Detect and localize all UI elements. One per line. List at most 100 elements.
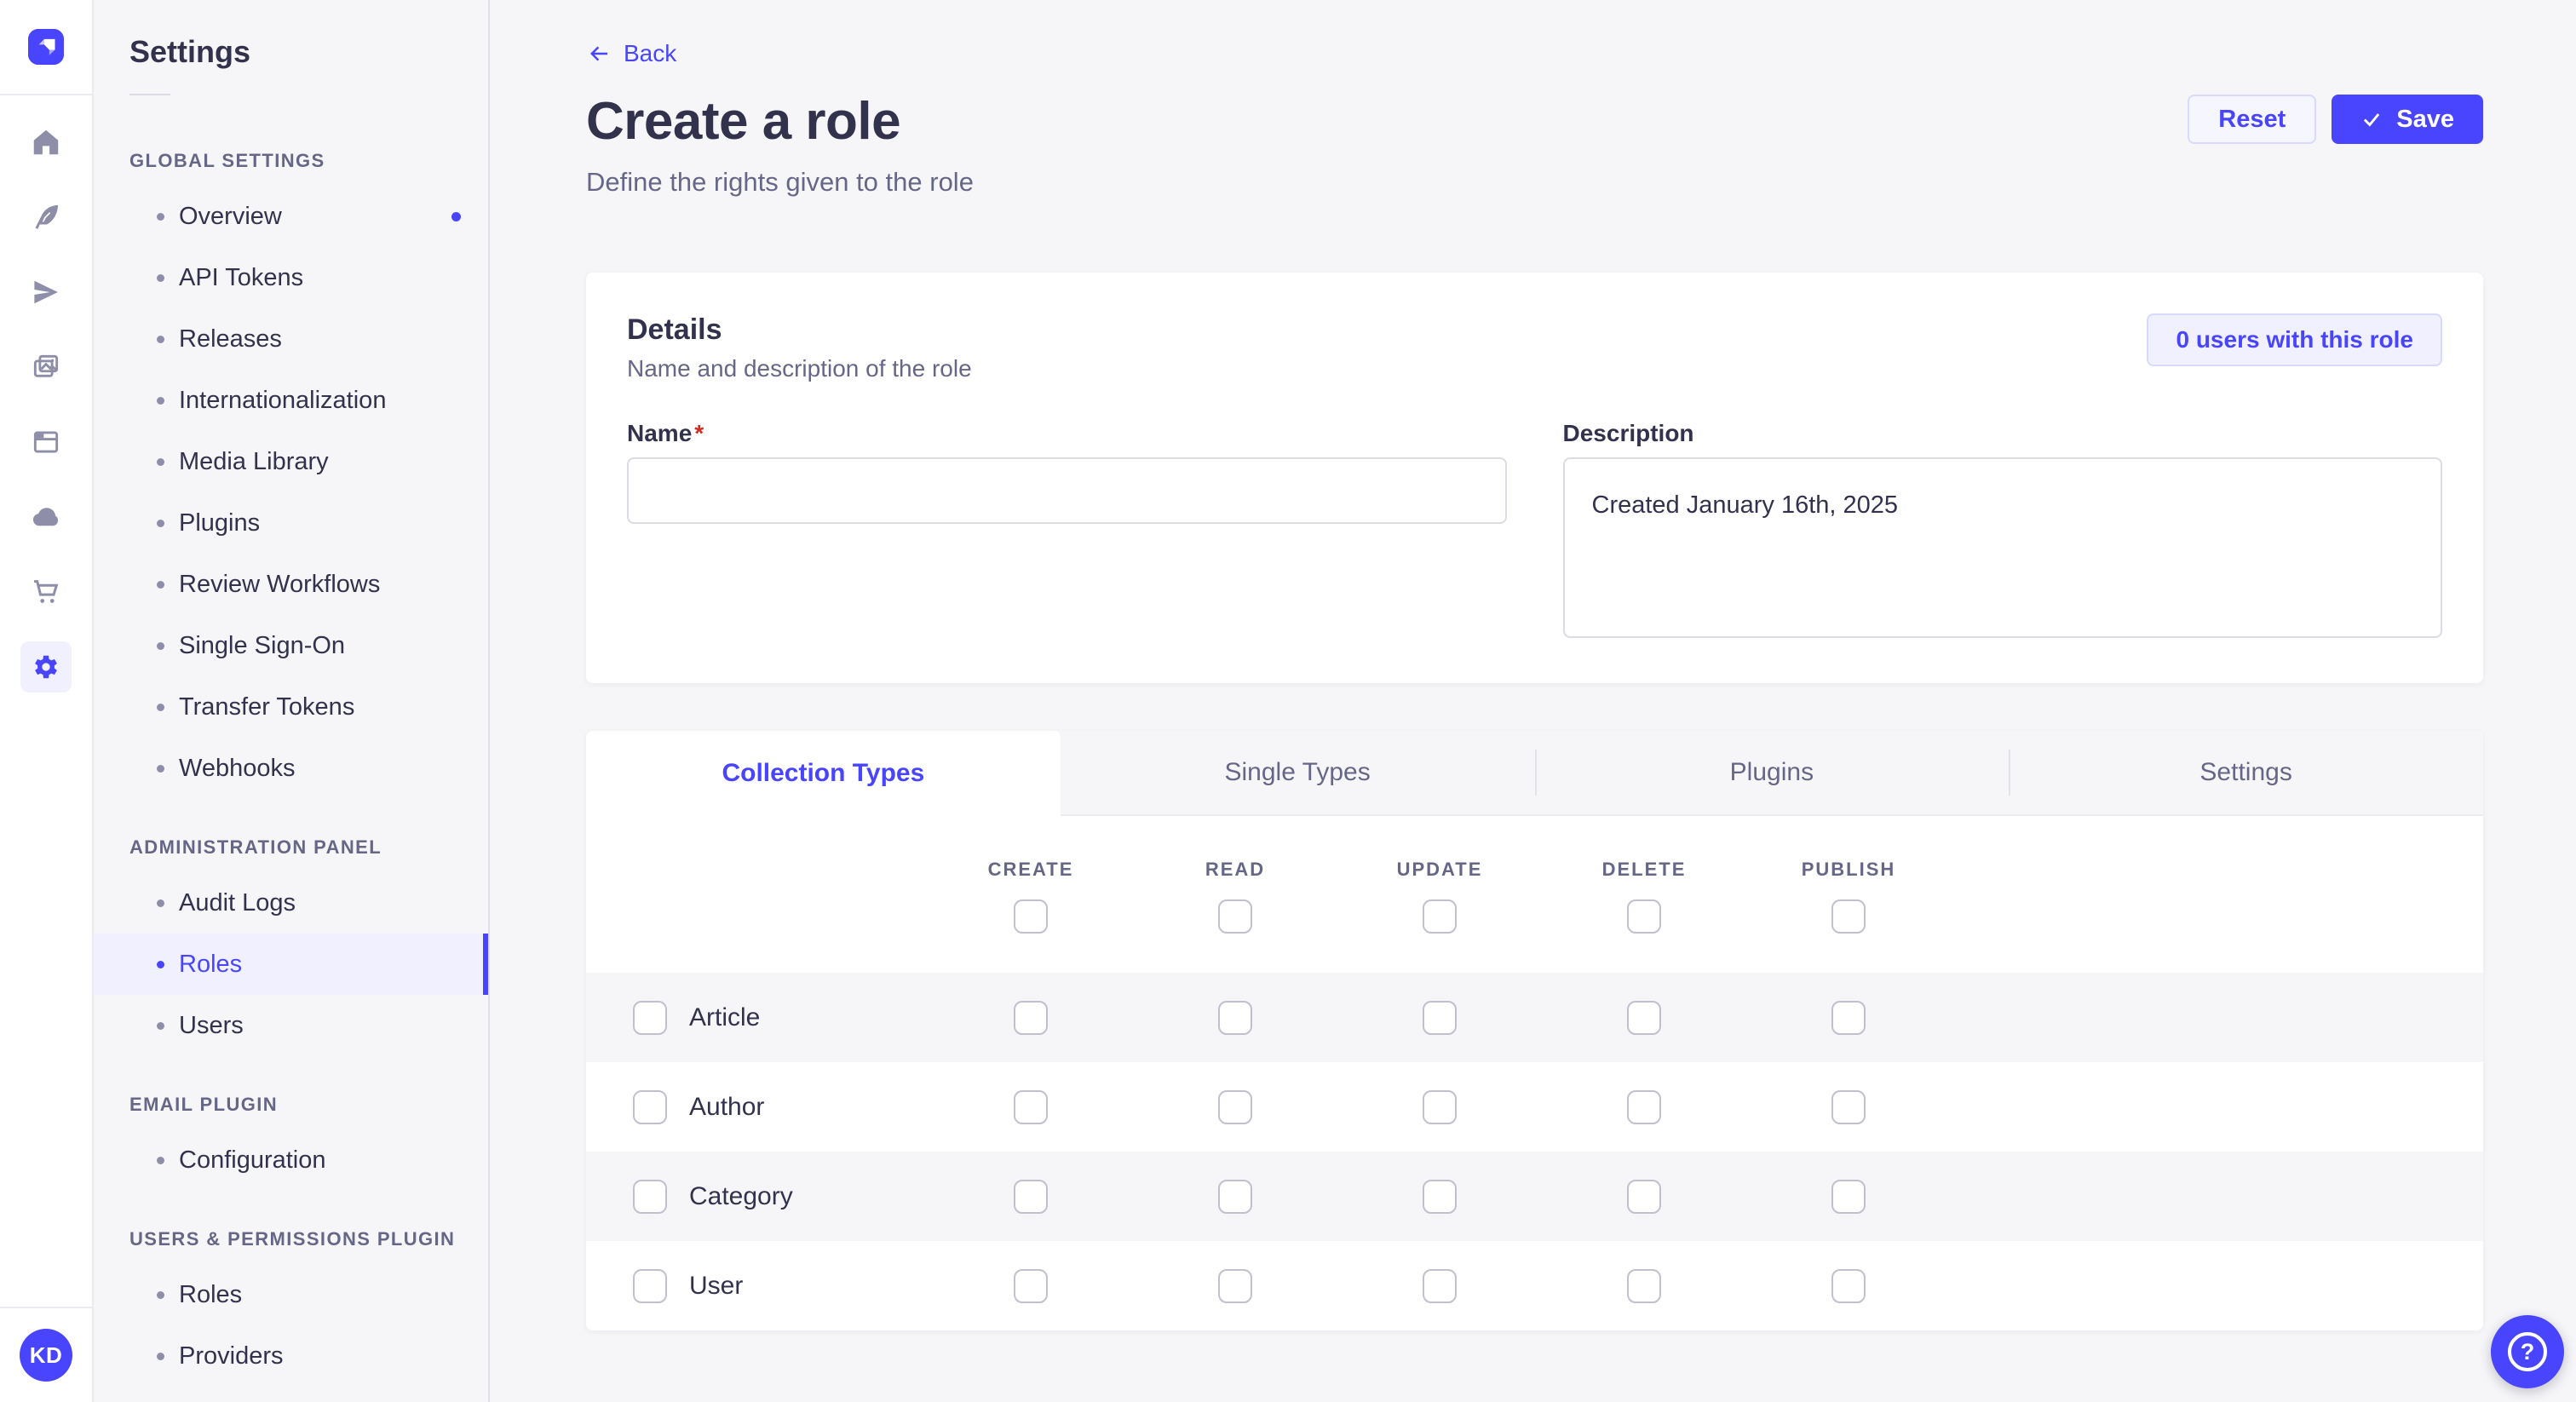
user-row-select-checkbox[interactable] [633,1268,667,1303]
article-create-checkbox[interactable] [1014,1000,1048,1035]
content-manager-layout-icon[interactable] [30,426,62,458]
bullet-dot [157,764,164,773]
strapi-logo[interactable] [28,29,64,65]
bullet-dot [157,519,164,527]
select-all-delete-checkbox[interactable] [1627,899,1661,934]
category-publish-checkbox[interactable] [1831,1179,1866,1214]
sidebar-item-overview[interactable]: Overview [94,186,488,247]
logo-container [0,0,92,95]
sidebar-item-plugins[interactable]: Plugins [94,492,488,554]
author-delete-checkbox[interactable] [1627,1089,1661,1124]
user-read-checkbox[interactable] [1218,1268,1252,1303]
article-row-select-checkbox[interactable] [633,1000,667,1035]
back-link[interactable]: Back [586,40,676,67]
row-head-category: Category [586,1179,929,1214]
deploy-send-icon[interactable] [30,276,62,308]
select-all-update-checkbox[interactable] [1423,899,1457,934]
article-read-checkbox[interactable] [1218,1000,1252,1035]
name-field-group: Name * [627,420,1507,642]
category-update-checkbox[interactable] [1423,1179,1457,1214]
sidebar-item-review-workflows[interactable]: Review Workflows [94,554,488,615]
category-read-checkbox[interactable] [1218,1179,1252,1214]
bullet-dot [157,457,164,466]
user-publish-checkbox[interactable] [1831,1268,1866,1303]
sidebar-item-releases[interactable]: Releases [94,308,488,370]
sidebar-item-transfer-tokens[interactable]: Transfer Tokens [94,676,488,738]
sidebar-item-up-roles[interactable]: Roles [94,1264,488,1325]
article-delete-checkbox[interactable] [1627,1000,1661,1035]
sidebar-item-api-tokens[interactable]: API Tokens [94,247,488,308]
main-nav-rail: KD [0,0,94,1402]
page-subtitle: Define the rights given to the role [586,167,974,197]
select-all-create-checkbox[interactable] [1014,899,1048,934]
details-title: Details [627,313,722,346]
user-update-checkbox[interactable] [1423,1268,1457,1303]
sidebar-item-users[interactable]: Users [94,995,488,1056]
subnav-divider [129,94,170,95]
rail-footer: KD [0,1307,92,1402]
save-button[interactable]: Save [2332,95,2483,144]
sidebar-item-roles-active[interactable]: Roles [94,934,488,995]
category-delete-checkbox[interactable] [1627,1179,1661,1214]
home-icon[interactable] [30,126,62,158]
arrow-left-icon [590,46,607,61]
name-input[interactable] [627,457,1507,524]
sidebar-item-label: Audit Logs [179,888,296,916]
sidebar-item-label: Users [179,1011,244,1039]
settings-gear-icon[interactable] [20,641,72,692]
cloud-icon[interactable] [30,501,62,533]
author-row-select-checkbox[interactable] [633,1089,667,1124]
description-textarea[interactable]: Created January 16th, 2025 [1562,457,2442,638]
row-label-category: Category [689,1181,793,1210]
sidebar-item-label: Webhooks [179,754,296,782]
sidebar-item-configuration[interactable]: Configuration [94,1129,488,1191]
sidebar-item-label: Providers [179,1342,284,1370]
table-row-author: Author [586,1062,2483,1152]
sidebar-item-providers[interactable]: Providers [94,1325,488,1387]
table-row-article: Article [586,973,2483,1062]
tab-settings[interactable]: Settings [2009,731,2483,816]
sidebar-item-audit-logs[interactable]: Audit Logs [94,872,488,934]
reset-button[interactable]: Reset [2188,95,2317,144]
section-administration-panel: ADMINISTRATION PANEL [129,836,382,858]
details-header: Details Name and description of the role… [627,313,2442,382]
subnav-title: Settings [129,34,251,69]
sidebar-item-label: Overview [179,202,282,230]
article-update-checkbox[interactable] [1423,1000,1457,1035]
question-icon: ? [2508,1332,2547,1371]
sidebar-item-single-sign-on[interactable]: Single Sign-On [94,615,488,676]
sidebar-item-label: Review Workflows [179,570,381,598]
users-with-role-badge[interactable]: 0 users with this role [2147,313,2442,366]
sidebar-item-label: Transfer Tokens [179,692,355,721]
description-field-group: Description Created January 16th, 2025 [1562,420,2442,642]
article-publish-checkbox[interactable] [1831,1000,1866,1035]
author-publish-checkbox[interactable] [1831,1089,1866,1124]
user-delete-checkbox[interactable] [1627,1268,1661,1303]
user-create-checkbox[interactable] [1014,1268,1048,1303]
sidebar-item-internationalization[interactable]: Internationalization [94,370,488,431]
select-all-read-checkbox[interactable] [1218,899,1252,934]
tab-single-types[interactable]: Single Types [1060,731,1535,816]
marketplace-cart-icon[interactable] [30,576,62,608]
author-create-checkbox[interactable] [1014,1089,1048,1124]
sidebar-item-label: API Tokens [179,263,304,291]
category-create-checkbox[interactable] [1014,1179,1048,1214]
media-library-icon[interactable] [30,351,62,383]
tab-collection-types[interactable]: Collection Types [586,731,1061,816]
select-all-publish-checkbox[interactable] [1831,899,1866,934]
category-row-select-checkbox[interactable] [633,1179,667,1214]
sidebar-item-webhooks[interactable]: Webhooks [94,738,488,799]
bullet-dot [157,212,164,221]
column-label-delete: DELETE [1601,859,1687,880]
author-update-checkbox[interactable] [1423,1089,1457,1124]
tab-plugins[interactable]: Plugins [1534,731,2010,816]
column-label-publish: PUBLISH [1801,859,1896,880]
sidebar-item-media-library[interactable]: Media Library [94,431,488,492]
content-type-builder-feather-icon[interactable] [30,201,62,233]
required-asterisk: * [694,420,704,446]
title-row: Create a role Reset Save [586,91,2483,152]
user-avatar[interactable]: KD [20,1329,72,1382]
column-delete: DELETE [1542,816,1746,973]
author-read-checkbox[interactable] [1218,1089,1252,1124]
help-button[interactable]: ? [2491,1315,2564,1388]
